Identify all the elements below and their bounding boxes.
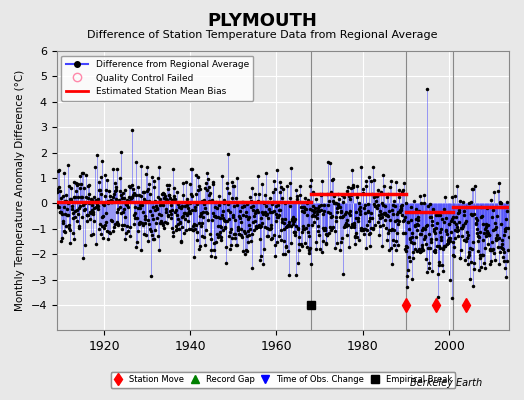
Legend: Station Move, Record Gap, Time of Obs. Change, Empirical Break: Station Move, Record Gap, Time of Obs. C… — [111, 372, 455, 388]
Text: Berkeley Earth: Berkeley Earth — [410, 378, 482, 388]
Text: Difference of Station Temperature Data from Regional Average: Difference of Station Temperature Data f… — [87, 30, 437, 40]
Y-axis label: Monthly Temperature Anomaly Difference (°C): Monthly Temperature Anomaly Difference (… — [15, 70, 25, 311]
Text: PLYMOUTH: PLYMOUTH — [207, 12, 317, 30]
